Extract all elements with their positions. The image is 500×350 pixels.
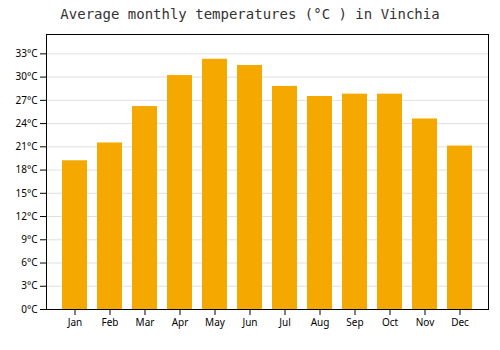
svg-text:Sep: Sep — [346, 315, 363, 329]
svg-text:6°C: 6°C — [21, 255, 38, 269]
svg-text:Jun: Jun — [241, 315, 257, 329]
svg-text:3°C: 3°C — [21, 278, 38, 292]
svg-text:27°C: 27°C — [15, 93, 38, 107]
svg-text:Aug: Aug — [311, 315, 330, 329]
svg-text:24°C: 24°C — [15, 116, 38, 130]
svg-text:21°C: 21°C — [15, 139, 38, 153]
svg-text:0°C: 0°C — [21, 302, 38, 316]
svg-text:Feb: Feb — [102, 315, 119, 329]
svg-text:9°C: 9°C — [21, 232, 38, 246]
svg-text:Nov: Nov — [416, 315, 435, 329]
svg-text:30°C: 30°C — [15, 69, 38, 83]
svg-text:Mar: Mar — [136, 315, 155, 329]
svg-text:Oct: Oct — [382, 315, 399, 329]
svg-text:18°C: 18°C — [15, 162, 38, 176]
svg-text:May: May — [205, 315, 226, 329]
html-text:Average monthly temperatures (: Average monthly temperatures (°C ) in Vi… — [60, 6, 440, 22]
svg-text:15°C: 15°C — [15, 186, 38, 200]
svg-text:33°C: 33°C — [15, 46, 38, 60]
svg-text:12°C: 12°C — [15, 209, 38, 223]
svg-text:Dec: Dec — [451, 315, 469, 329]
svg-text:Apr: Apr — [172, 315, 189, 329]
svg-text:Jul: Jul — [278, 315, 291, 329]
svg-text:Jan: Jan — [67, 315, 83, 329]
